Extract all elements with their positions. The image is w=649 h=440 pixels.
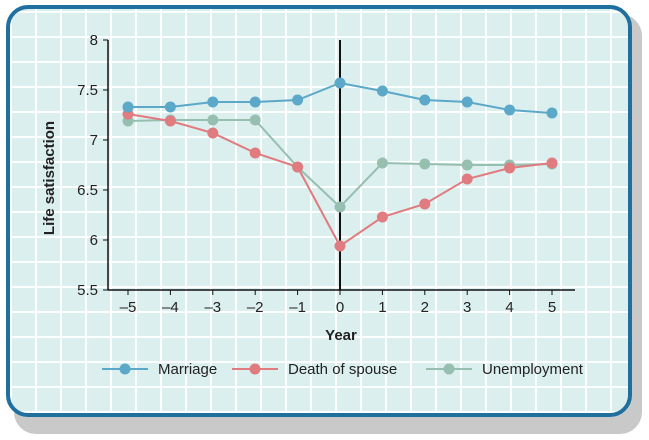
legend-item: Marriage — [102, 361, 217, 378]
data-point — [207, 127, 219, 139]
y-tick-label: 8 — [90, 32, 98, 49]
x-tick-label: –1 — [289, 299, 306, 316]
x-tick-label: –5 — [120, 299, 137, 316]
legend-swatch-marker — [443, 363, 455, 375]
data-point — [164, 101, 176, 113]
data-point — [419, 158, 431, 170]
data-point — [376, 211, 388, 223]
y-axis-label: Life satisfaction — [41, 121, 58, 235]
data-point — [461, 173, 473, 185]
y-tick-label: 6.5 — [77, 182, 98, 199]
legend-label: Unemployment — [482, 361, 584, 378]
legend: Marriage Death of spouse Unemployment — [102, 361, 584, 378]
data-point — [376, 85, 388, 97]
data-point — [334, 201, 346, 213]
data-point — [376, 157, 388, 169]
x-tick-label: 1 — [378, 299, 386, 316]
data-point — [504, 162, 516, 174]
x-tick-label: –3 — [204, 299, 221, 316]
y-tick-label: 6 — [90, 232, 98, 249]
y-tick-label: 7 — [90, 132, 98, 149]
x-tick-label: –2 — [247, 299, 264, 316]
data-point — [292, 94, 304, 106]
data-point — [419, 198, 431, 210]
legend-label: Marriage — [158, 361, 217, 378]
data-point — [249, 96, 261, 108]
y-tick-label: 5.5 — [77, 282, 98, 299]
series-marriage — [122, 77, 558, 119]
legend-swatch-marker — [119, 363, 131, 375]
data-point — [207, 114, 219, 126]
y-tick-label: 7.5 — [77, 82, 98, 99]
legend-label: Death of spouse — [288, 361, 397, 378]
x-axis-label: Year — [325, 327, 357, 344]
legend-item: Death of spouse — [232, 361, 397, 378]
data-point — [292, 161, 304, 173]
x-tick-label: 3 — [463, 299, 471, 316]
x-tick-label: 5 — [548, 299, 556, 316]
legend-item: Unemployment — [426, 361, 584, 378]
data-point — [546, 157, 558, 169]
data-point — [249, 114, 261, 126]
data-point — [207, 96, 219, 108]
data-point — [122, 101, 134, 113]
data-point — [334, 77, 346, 89]
chart-card — [6, 5, 632, 417]
legend-swatch-marker — [249, 363, 261, 375]
data-point — [334, 240, 346, 252]
x-tick-label: 0 — [336, 299, 344, 316]
series-death-of-spouse — [122, 108, 558, 252]
x-tick-label: 2 — [421, 299, 429, 316]
axes: 5.5 6 6.5 7 7.5 8 –5 –4 –3 –2 –1 0 1 2 3 4 5 — [77, 32, 575, 316]
x-tick-label: –4 — [162, 299, 179, 316]
data-point — [164, 115, 176, 127]
data-point — [546, 107, 558, 119]
x-tick-label: 4 — [505, 299, 513, 316]
data-point — [419, 94, 431, 106]
data-point — [461, 96, 473, 108]
data-point — [504, 104, 516, 116]
data-point — [249, 147, 261, 159]
series-group — [122, 77, 558, 252]
data-point — [461, 159, 473, 171]
